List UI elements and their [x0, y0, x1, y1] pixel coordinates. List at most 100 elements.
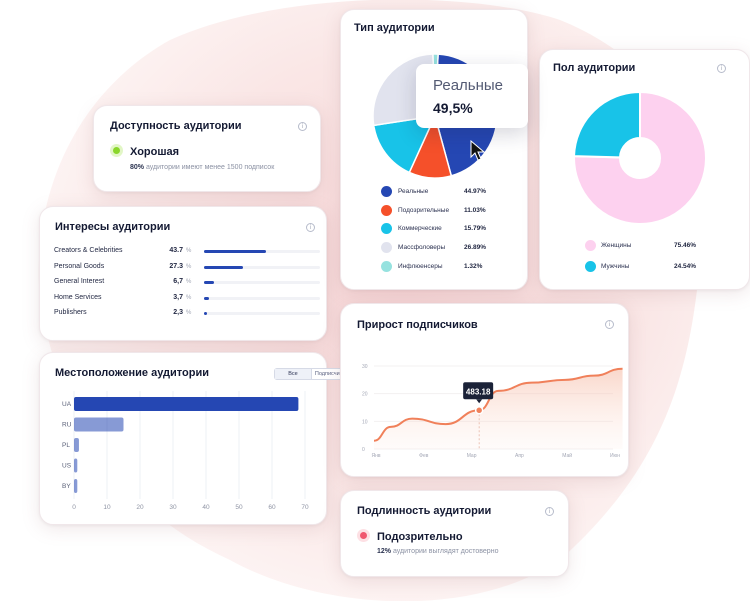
highlight-point[interactable] [474, 406, 484, 415]
legend-value: 75.46% [674, 242, 697, 249]
interest-bar-fill [204, 250, 266, 253]
interest-value: 2,3 [173, 309, 183, 317]
legend-item: Инфлюенсеры 1.32% [381, 260, 491, 273]
interests-title: Интересы аудитории [55, 221, 171, 233]
pie-tooltip: Реальные 49,5% [416, 64, 528, 128]
legend-value: 11.03% [464, 206, 486, 214]
legend-value: 26.89% [464, 244, 487, 252]
category-label: PL [62, 442, 70, 449]
category-label: RU [62, 422, 72, 429]
availability-note: 80% аудитории имеют менее 1500 подписок [130, 164, 274, 171]
info-icon[interactable]: i [306, 223, 315, 232]
location-bar [74, 458, 78, 473]
legend-label: Подозрительные [398, 206, 450, 214]
interest-value: 43.7 [169, 247, 183, 254]
area-fill [374, 368, 623, 449]
gender-title: Пол аудитории [553, 62, 636, 74]
info-icon[interactable]: i [298, 122, 307, 131]
legend-label: Мужчины [601, 263, 630, 270]
tab-followers[interactable]: Подписчики [314, 371, 346, 377]
legend-swatch [381, 186, 392, 197]
interest-row: Personal Goods 27.3% [54, 263, 324, 273]
authenticity-percent: 12% [377, 548, 392, 555]
legend-swatch [381, 204, 392, 216]
location-bar-chart: 0 10 20 30 40 50 60 70 UA RU PL US BY [62, 391, 309, 511]
x-tick-label: 10 [103, 504, 111, 511]
interest-name: Creators & Celebrities [54, 247, 123, 254]
location-card: Местоположение аудитории Все Подписчики … [39, 352, 348, 525]
interest-name: Publishers [54, 309, 87, 317]
interest-unit: % [186, 263, 192, 270]
donut-slice[interactable] [572, 90, 641, 159]
legend-item: Коммерческие 15.79% [381, 223, 491, 235]
interest-bar-track [204, 296, 320, 300]
legend-swatch [381, 223, 392, 235]
info-icon[interactable]: i [545, 507, 554, 516]
legend-item: Мужчины 24.54% [585, 261, 705, 273]
legend-value: 24.54% [674, 263, 697, 270]
x-tick-label: 20 [136, 504, 144, 511]
x-tick-label: 50 [235, 504, 243, 511]
donut-slice[interactable] [573, 90, 707, 225]
interest-unit: % [186, 279, 192, 286]
legend-swatch [585, 240, 596, 251]
info-icon[interactable]: i [605, 320, 614, 329]
legend-item: Женщины 75.46% [585, 240, 705, 252]
legend-label: Реальные [398, 188, 429, 195]
y-tick-label: 0 [362, 447, 365, 453]
interest-unit: % [186, 310, 192, 317]
interest-name: Home Services [54, 293, 102, 301]
availability-card: Доступность аудитории i Хорошая 80% ауди… [93, 105, 321, 192]
point-tooltip [463, 382, 494, 400]
gender-donut-chart [572, 90, 707, 225]
y-tick-label: 30 [362, 364, 368, 370]
interest-bar-fill [204, 265, 243, 269]
authenticity-status: Подозрительно [377, 531, 463, 543]
x-tick-label: Мар [467, 453, 477, 459]
interest-bar-fill [204, 312, 208, 316]
legend-item: Массфоловеры 26.89% [381, 242, 491, 254]
tab-all[interactable]: Все [275, 369, 312, 379]
interest-bar-track [204, 265, 320, 269]
growth-card: Прирост подписчиков i 0 10 20 30 Янв Фев Мар Ап… [340, 303, 629, 477]
interest-name: Personal Goods [54, 262, 105, 270]
x-tick-label: 60 [268, 504, 276, 511]
growth-line [373, 367, 623, 442]
interest-row: Home Services 3,7% [54, 294, 324, 304]
category-label: US [62, 463, 72, 470]
authenticity-note: 12% аудитории выглядят достоверно [377, 548, 498, 555]
interest-unit: % [186, 248, 192, 254]
growth-area-chart: 0 10 20 30 Янв Фев Мар Апр Май Июн 483.18 [362, 364, 623, 459]
legend-label: Массфоловеры [398, 244, 446, 252]
x-tick-label: 40 [202, 504, 210, 511]
mouse-cursor-icon [470, 140, 486, 161]
interest-bar-track [204, 312, 320, 316]
authenticity-title: Подлинность аудитории [357, 505, 492, 517]
status-suspicious-icon [357, 529, 370, 542]
legend-swatch [381, 242, 392, 254]
legend-item: Реальные 44.97% [381, 186, 491, 198]
gender-card: Пол аудитории i Женщины 75.46% Мужчины 24.5… [539, 49, 750, 290]
pie-slice[interactable] [372, 115, 437, 174]
location-bar [74, 479, 78, 493]
interest-bar-track [204, 250, 320, 253]
point-tooltip-arrow [476, 399, 483, 404]
audience-type-title: Тип аудитории [354, 22, 435, 34]
interest-row: Creators & Celebrities 43.7% [54, 247, 324, 257]
audience-type-card: Тип аудитории Реальные 44.97% Подозрительн… [340, 9, 528, 290]
location-bar [74, 417, 124, 432]
info-icon[interactable]: i [717, 64, 726, 73]
interest-value: 6,7 [173, 278, 183, 286]
availability-percent: 80% [130, 164, 145, 171]
interest-unit: % [186, 294, 192, 301]
authenticity-note-text: аудитории выглядят достоверно [392, 548, 499, 555]
y-tick-label: 10 [362, 419, 368, 425]
legend-value: 15.79% [464, 225, 487, 233]
category-label: BY [62, 483, 71, 490]
x-tick-label: Май [562, 452, 572, 459]
x-tick-label: Июн [610, 453, 620, 459]
point-tooltip-value: 483.18 [466, 387, 491, 396]
x-tick-label: 0 [72, 504, 76, 511]
availability-status: Хорошая [130, 146, 180, 158]
category-label: UA [62, 401, 72, 408]
